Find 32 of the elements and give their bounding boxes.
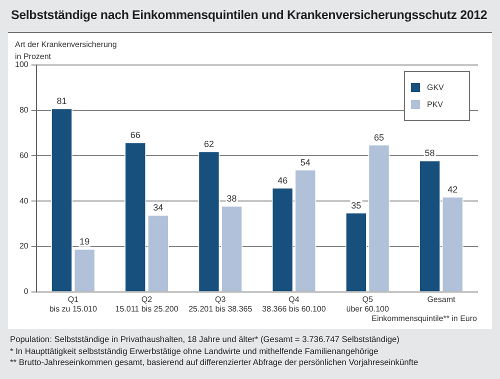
y-axis-title: Art der Krankenversicherung in Prozent [15, 39, 117, 61]
y-tick-label: 40 [19, 196, 29, 206]
data-label: 65 [374, 132, 384, 142]
y-tick-label: 60 [19, 150, 29, 160]
data-label: 58 [424, 148, 435, 158]
text: ** Brutto-Jahreseinkommen gesamt, basierend auf differenzierter Abfrage der persönlichen Vorjahreseinkünfte [10, 357, 418, 368]
chart-title: Selbstständige nach Einkommensquintilen und Krankenversicherungsschutz 2012 [11, 8, 488, 22]
y-tick-label: 0 [24, 287, 29, 296]
legend-label: PKV [427, 100, 444, 109]
data-label: 62 [204, 139, 214, 150]
data-label: 19 [80, 236, 90, 247]
x-tick-label: Q5 über 60.100 [346, 294, 390, 314]
data-label: 54 [300, 157, 310, 168]
legend-label: GKV [427, 83, 444, 92]
x-tick-label: Q1 bis zu 15.010 [49, 294, 98, 314]
data-label: 34 [153, 202, 164, 213]
data-label: 66 [130, 130, 140, 140]
x-tick-label: Q4 38.366 bis 60.100 [262, 294, 326, 314]
x-tick-label: Q2 15.011 bis 25.200 [115, 294, 179, 314]
data-label: 81 [56, 96, 67, 106]
y-tick-label: 80 [19, 106, 29, 115]
x-tick-label: Gesamt [427, 294, 456, 304]
data-label: 38 [226, 194, 237, 204]
x-axis-title: Einkommensquintile** in Euro [372, 314, 477, 323]
data-label: 42 [448, 184, 458, 195]
y-tick-label: 100 [14, 60, 29, 70]
data-label: 46 [278, 175, 288, 186]
x-tick-label: Q3 25.201 bis 38.365 [188, 294, 253, 314]
text: Population: Selbstständige in Privathaushalten, 18 Jahre und älter* (Gesamt = 3.736.747 Selbstständige) [10, 334, 400, 346]
data-label: 35 [351, 200, 362, 210]
y-tick-label: 20 [19, 242, 29, 251]
text: * In Haupttätigkeit selbstständig Erwerbstätige ohne Landwirte und mithelfende Familienangehörige [10, 346, 380, 357]
